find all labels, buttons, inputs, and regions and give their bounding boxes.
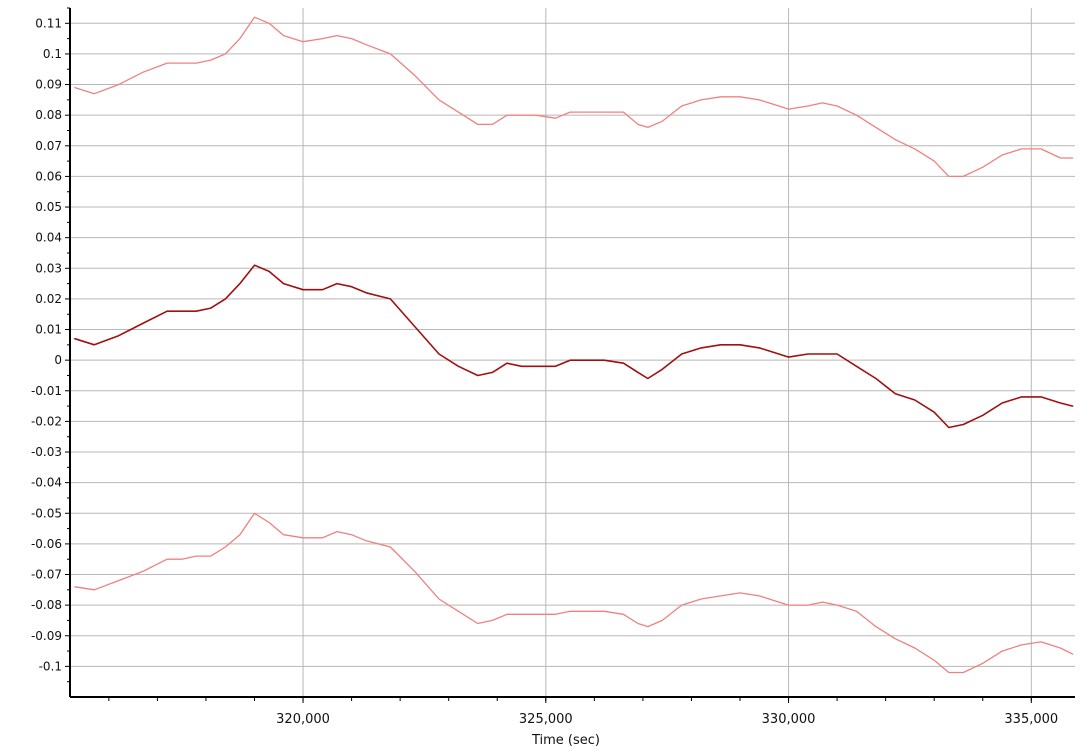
y-tick-labels: 0.11 0.1 0.09 0.08 0.07 0.06 0.05 0.04 0.03 0.02 0…: [31, 16, 62, 673]
y-tick-label: -0.07: [31, 568, 62, 582]
y-tick-label: -0.03: [31, 445, 62, 459]
grid: [70, 8, 1075, 697]
y-tick-label: -0.04: [31, 476, 62, 490]
series-line-lower: [74, 512, 1074, 674]
y-tick-label: 0.1: [43, 47, 62, 61]
y-tick-label: 0.01: [35, 323, 62, 337]
series-lines: [74, 16, 1074, 674]
y-tick-label: -0.05: [31, 506, 62, 520]
y-tick-label: 0.08: [35, 108, 62, 122]
y-tick-label: 0.02: [35, 292, 62, 306]
y-tick-label: 0.06: [35, 169, 62, 183]
y-tick-label: 0.04: [35, 231, 62, 245]
y-tick-label: -0.09: [31, 629, 62, 643]
y-tick-label: -0.08: [31, 598, 62, 612]
y-tick-label: 0.03: [35, 261, 62, 275]
x-tick-label: 320,000: [276, 712, 330, 727]
x-axis-label: Time (sec): [531, 733, 600, 748]
x-tick-label: 330,000: [762, 712, 816, 727]
y-tick-label: 0: [54, 353, 62, 367]
x-tick-labels: 320,000 325,000 330,000 335,000: [276, 712, 1058, 727]
x-tick-label: 325,000: [519, 712, 573, 727]
x-tick-label: 335,000: [1004, 712, 1058, 727]
y-tick-label: 0.09: [35, 78, 62, 92]
series-line-middle: [74, 264, 1074, 429]
axes: [65, 7, 1075, 703]
y-tick-label: 0.05: [35, 200, 62, 214]
y-tick-label: -0.1: [39, 659, 62, 673]
y-tick-label: -0.01: [31, 384, 62, 398]
y-tick-label: 0.07: [35, 139, 62, 153]
y-tick-label: 0.11: [35, 16, 62, 30]
y-tick-label: -0.02: [31, 414, 62, 428]
series-line-upper: [74, 16, 1074, 178]
y-tick-label: -0.06: [31, 537, 62, 551]
